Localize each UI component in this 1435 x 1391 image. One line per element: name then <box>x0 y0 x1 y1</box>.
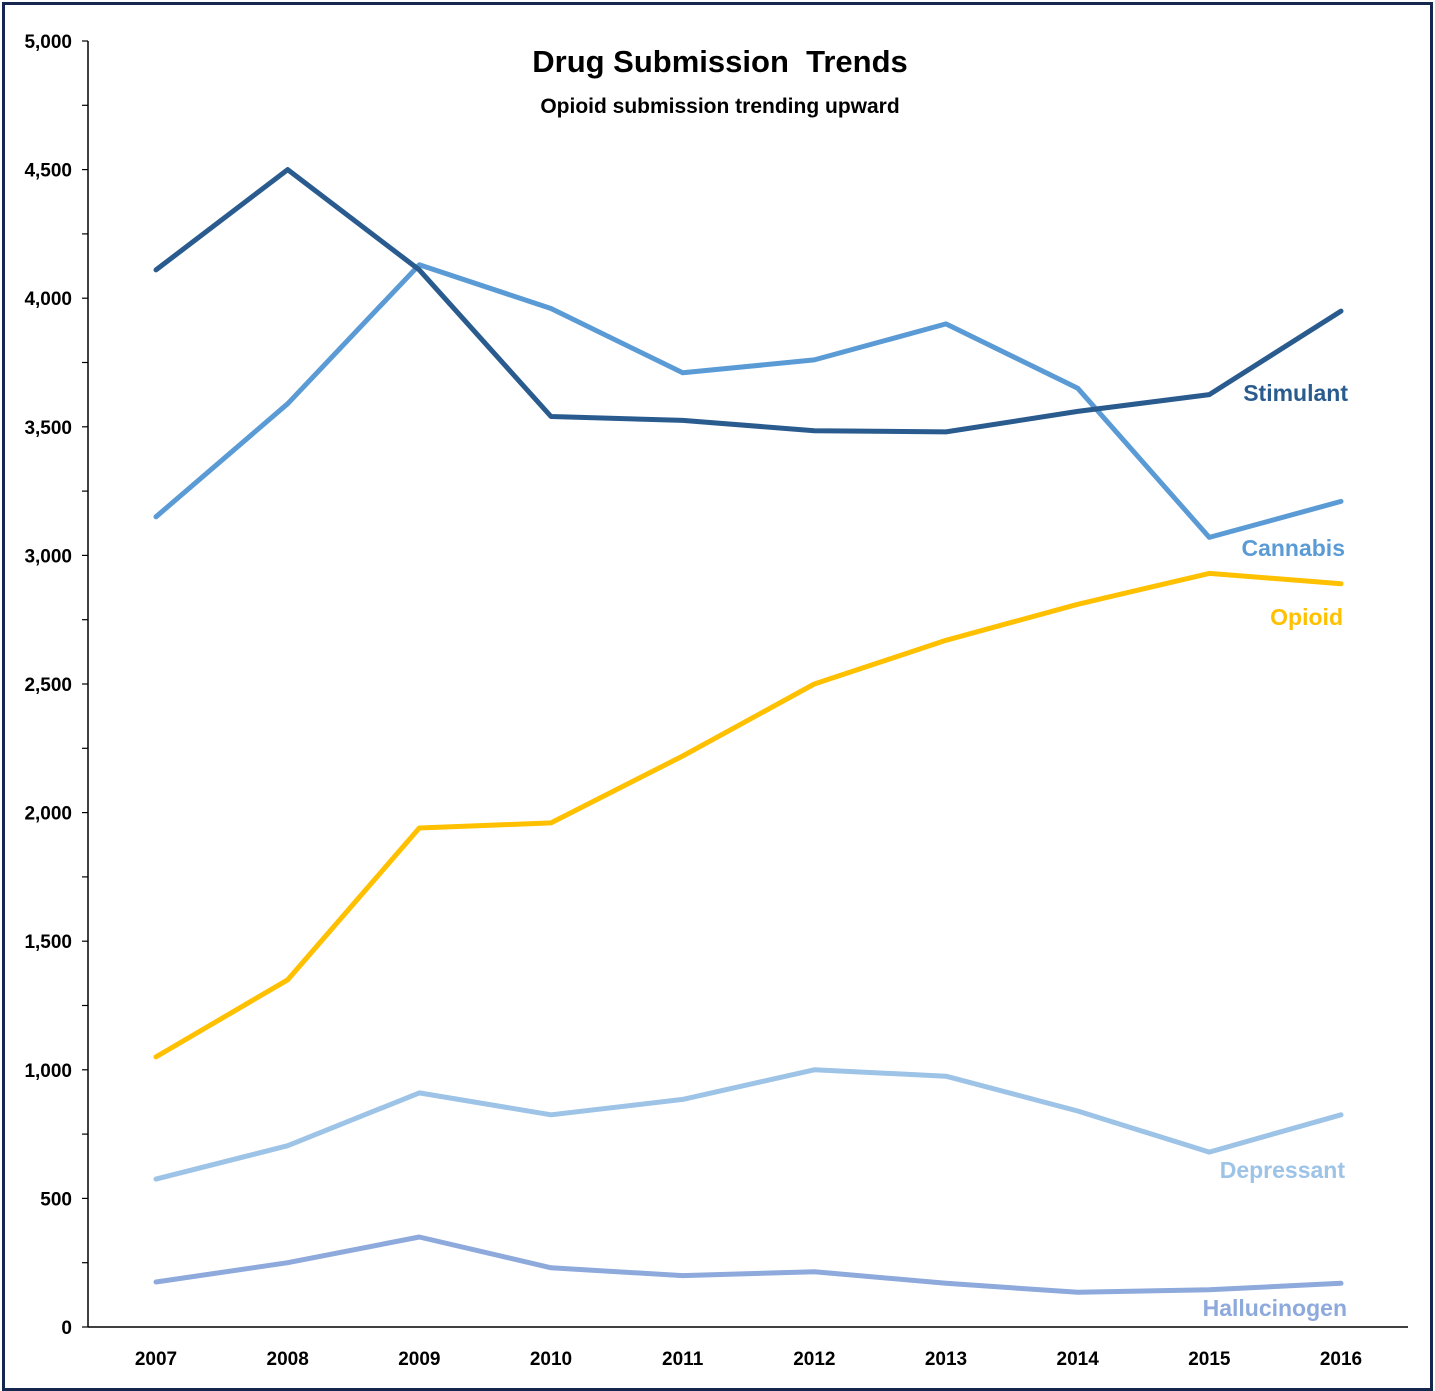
y-tick-label: 2,500 <box>24 675 72 696</box>
y-tick-label: 1,000 <box>24 1061 72 1082</box>
y-tick-label: 5,000 <box>24 32 72 53</box>
series-lines <box>153 167 1344 1295</box>
x-tick-label: 2010 <box>530 1349 572 1370</box>
x-tick-label: 2016 <box>1320 1349 1362 1370</box>
x-tick-label: 2008 <box>267 1349 309 1370</box>
series-label-stimulant: Stimulant <box>1243 380 1348 406</box>
x-tick-label: 2011 <box>662 1349 704 1370</box>
y-tick-label: 0 <box>61 1318 72 1339</box>
x-tick-label: 2013 <box>925 1349 967 1370</box>
series-label-hallucinogen: Hallucinogen <box>1203 1295 1347 1321</box>
series-label-cannabis: Cannabis <box>1241 535 1345 561</box>
y-tick-label: 4,500 <box>24 161 72 182</box>
chart-subtitle: Opioid submission trending upward <box>540 95 899 118</box>
x-tick-label: 2014 <box>1057 1349 1100 1370</box>
series-label-opioid: Opioid <box>1270 604 1343 630</box>
series-line-stimulant <box>153 167 1344 435</box>
series-labels: Hallucinogen Depressant Opioid Cannabis Stim… <box>1203 380 1349 1321</box>
y-tick-label: 2,000 <box>24 804 72 825</box>
series-line-opioid <box>153 570 1344 1060</box>
x-tick-label: 2012 <box>793 1349 835 1370</box>
y-tick-label: 3,500 <box>24 418 72 439</box>
axes: 0 500 1,000 1,500 2,000 2,500 3,000 3,500 4,000 4… <box>24 32 1408 1370</box>
series-line-hallucinogen <box>153 1234 1344 1295</box>
chart-title: Drug Submission Trends <box>532 44 908 79</box>
series-label-depressant: Depressant <box>1220 1157 1346 1183</box>
y-tick-label: 1,500 <box>24 932 72 953</box>
y-tick-label: 500 <box>40 1189 72 1210</box>
x-tick-label: 2007 <box>135 1349 177 1370</box>
x-tick-label: 2015 <box>1188 1349 1231 1370</box>
y-tick-label: 4,000 <box>24 289 72 310</box>
y-tick-label: 3,000 <box>24 546 72 567</box>
series-line-depressant <box>153 1067 1344 1182</box>
series-line-cannabis <box>153 262 1344 540</box>
x-tick-label: 2009 <box>398 1349 440 1370</box>
